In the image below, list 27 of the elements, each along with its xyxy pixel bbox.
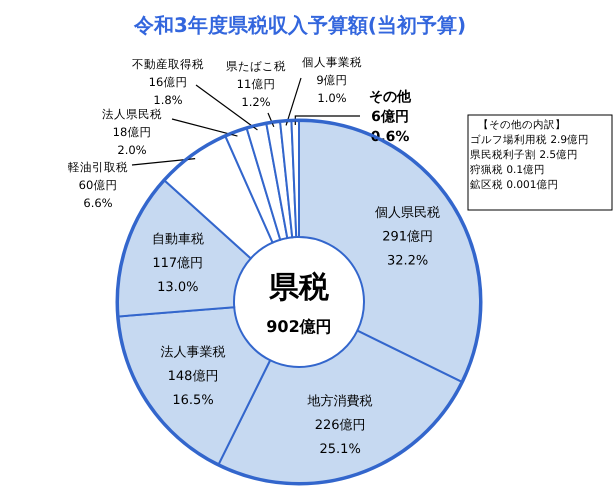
data-label: 11億円 1.2%	[236, 77, 276, 109]
data-label: 9億円 1.0%	[316, 73, 348, 105]
slice-label: 軽油引取税	[68, 160, 128, 174]
slice-label: 法人事業税	[160, 344, 226, 360]
data-label: 291億円 32.2%	[382, 229, 434, 268]
slice-label: 法人県民税	[102, 107, 162, 121]
slice-label: 個人事業税	[302, 55, 362, 69]
text: 902億円	[266, 317, 332, 336]
slice-label: 県たばこ税	[226, 59, 286, 73]
text: 【その他の内訳】	[478, 118, 566, 131]
slice-label: 地方消費税	[306, 393, 373, 410]
text: 県税	[268, 270, 329, 305]
text: ゴルフ場利用税 2.9億円	[470, 133, 590, 146]
text: 狩猟税 0.1億円	[470, 163, 546, 176]
data-label: 16億円 1.8%	[148, 75, 188, 107]
chart-title: 令和3年度県税収入予算額(当初予算)	[132, 13, 466, 37]
data-label: 148億円 16.5%	[168, 368, 218, 408]
slice-label: 自動車税	[152, 232, 204, 247]
data-label: 60億円 6.6%	[78, 178, 118, 210]
data-label: 117億円 13.0%	[152, 256, 204, 295]
data-label: 18億円 2.0%	[112, 125, 152, 157]
data-label: 226億円 25.1%	[314, 418, 366, 458]
slice-label: その他	[369, 89, 412, 105]
text: 県民税利子割 2.5億円	[470, 148, 578, 161]
text: 鉱区税 0.001億円	[470, 178, 558, 191]
slice-label: 個人県民税	[375, 205, 440, 220]
slice-label: 不動産取得税	[132, 57, 204, 71]
